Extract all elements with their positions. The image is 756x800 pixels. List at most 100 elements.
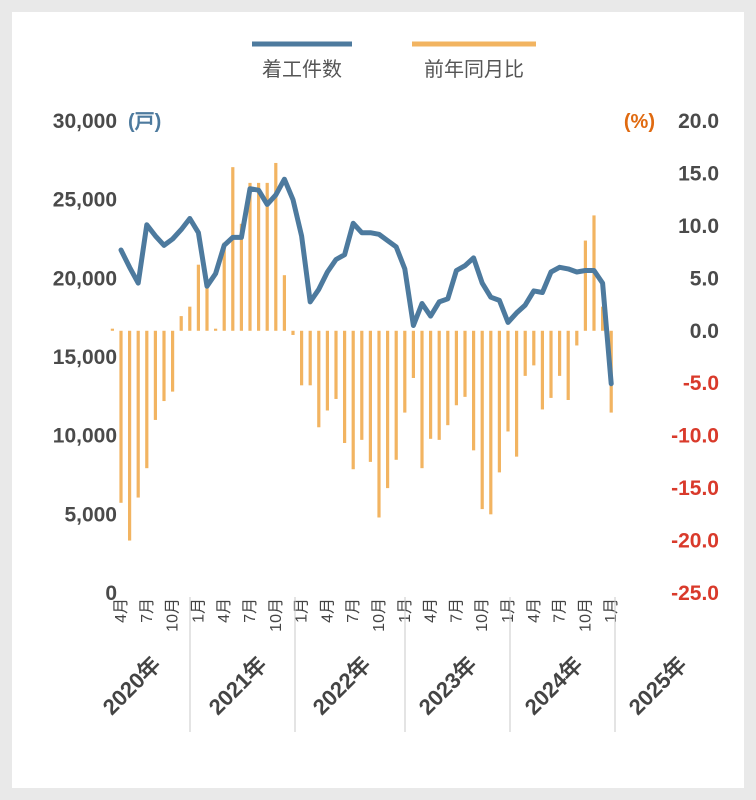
- bar: [472, 330, 476, 451]
- bar: [386, 330, 390, 489]
- line-path: [118, 176, 614, 387]
- month-tick-label: 7月: [448, 598, 465, 623]
- right-tick-label: -5.0: [683, 372, 719, 395]
- month-tick-label: 10月: [165, 598, 182, 632]
- left-tick-label: 15,000: [53, 346, 117, 369]
- left-axis-unit: (戸): [128, 111, 161, 133]
- month-tick-label: 10月: [268, 598, 285, 632]
- right-tick-label: -25.0: [671, 582, 719, 605]
- left-axis: 0 5,000 10,000 15,000 20,000 25,000 30,000: [53, 110, 117, 605]
- year-label: 2021年: [204, 652, 272, 720]
- bar: [188, 306, 192, 331]
- bar: [360, 330, 364, 440]
- bar: [308, 330, 312, 386]
- bar: [274, 162, 278, 331]
- legend-line-label: 着工件数: [262, 58, 342, 81]
- bar: [239, 223, 243, 331]
- month-tick-label: 4月: [423, 598, 440, 623]
- bar: [153, 330, 157, 420]
- left-tick-label: 5,000: [64, 503, 117, 526]
- bar: [222, 242, 226, 331]
- month-tick-label: 10月: [371, 598, 388, 632]
- bar: [506, 330, 510, 432]
- left-tick-label: 10,000: [53, 425, 117, 448]
- bar: [403, 330, 407, 413]
- bar: [480, 330, 484, 510]
- bar: [420, 330, 424, 469]
- bar: [583, 240, 587, 331]
- year-label: 2025年: [624, 652, 692, 720]
- month-tick-label: 1月: [294, 598, 311, 623]
- year-label: 2023年: [414, 652, 482, 720]
- month-tick-label: 10月: [474, 598, 491, 632]
- right-tick-label: 5.0: [690, 267, 719, 290]
- bar: [231, 167, 235, 331]
- right-tick-label: -20.0: [671, 530, 719, 553]
- bar: [343, 330, 347, 444]
- bar: [171, 330, 175, 392]
- right-tick-label: -15.0: [671, 477, 719, 500]
- month-tick-label: 4月: [113, 598, 130, 623]
- month-tick-label: 7月: [139, 598, 156, 623]
- bar: [575, 330, 579, 346]
- left-tick-label: 0: [105, 582, 117, 605]
- right-axis: 20.0 15.0 10.0 5.0 0.0 -5.0 -10.0 -15.0 -20.0 -25…: [671, 110, 719, 605]
- bar: [110, 328, 114, 331]
- bar: [351, 330, 355, 470]
- left-tick-label: 30,000: [53, 110, 117, 133]
- right-tick-label: -10.0: [671, 425, 719, 448]
- month-tick-label: 10月: [577, 598, 594, 632]
- bar: [205, 286, 209, 331]
- year-label: 2020年: [98, 652, 166, 720]
- bar: [282, 275, 286, 331]
- month-tick-label: 1月: [190, 598, 207, 623]
- right-tick-label: 15.0: [678, 162, 719, 185]
- bar: [377, 330, 381, 518]
- bar: [196, 264, 200, 331]
- bar: [145, 330, 149, 469]
- month-tick-label: 4月: [319, 598, 336, 623]
- month-tick-label: 7月: [552, 598, 569, 623]
- bar: [265, 182, 269, 331]
- month-tick-label: 1月: [500, 598, 517, 623]
- right-tick-label: 0.0: [690, 320, 719, 343]
- bar: [489, 330, 493, 515]
- month-tick-label: 1月: [603, 598, 620, 623]
- bar: [214, 328, 218, 331]
- bar: [136, 330, 140, 498]
- bar: [291, 330, 295, 335]
- bar: [325, 330, 329, 411]
- bar: [463, 330, 467, 397]
- bar: [515, 330, 519, 457]
- bar: [300, 330, 304, 386]
- legend: 着工件数 前年同月比: [252, 41, 536, 81]
- month-tick-label: 7月: [345, 598, 362, 623]
- bar: [394, 330, 398, 460]
- year-label: 2024年: [520, 652, 588, 720]
- bar: [540, 330, 544, 410]
- month-tick-label: 4月: [526, 598, 543, 623]
- bar: [128, 330, 132, 541]
- bar: [446, 330, 450, 426]
- bar: [454, 330, 458, 406]
- bar: [179, 316, 183, 331]
- bar: [549, 330, 553, 398]
- bar: [368, 330, 372, 462]
- x-axis: 4月 7月 10月 1月 4月 7月 10月 1月 4月 7月 10月 1月 4月 7月 10月 1月 4月 7月…: [98, 597, 692, 732]
- right-axis-unit: (%): [624, 111, 655, 133]
- legend-bar-label: 前年同月比: [424, 58, 524, 81]
- bar: [437, 330, 441, 440]
- year-label: 2022年: [308, 652, 376, 720]
- bar: [429, 330, 433, 439]
- bar: [317, 330, 321, 428]
- line-series: [118, 176, 614, 387]
- left-tick-label: 20,000: [53, 267, 117, 290]
- bar: [119, 330, 123, 503]
- bar: [497, 330, 501, 473]
- bar-series: [110, 162, 613, 541]
- right-tick-label: 20.0: [678, 110, 719, 133]
- left-tick-label: 25,000: [53, 189, 117, 212]
- bar: [257, 182, 261, 331]
- right-tick-label: 10.0: [678, 215, 719, 238]
